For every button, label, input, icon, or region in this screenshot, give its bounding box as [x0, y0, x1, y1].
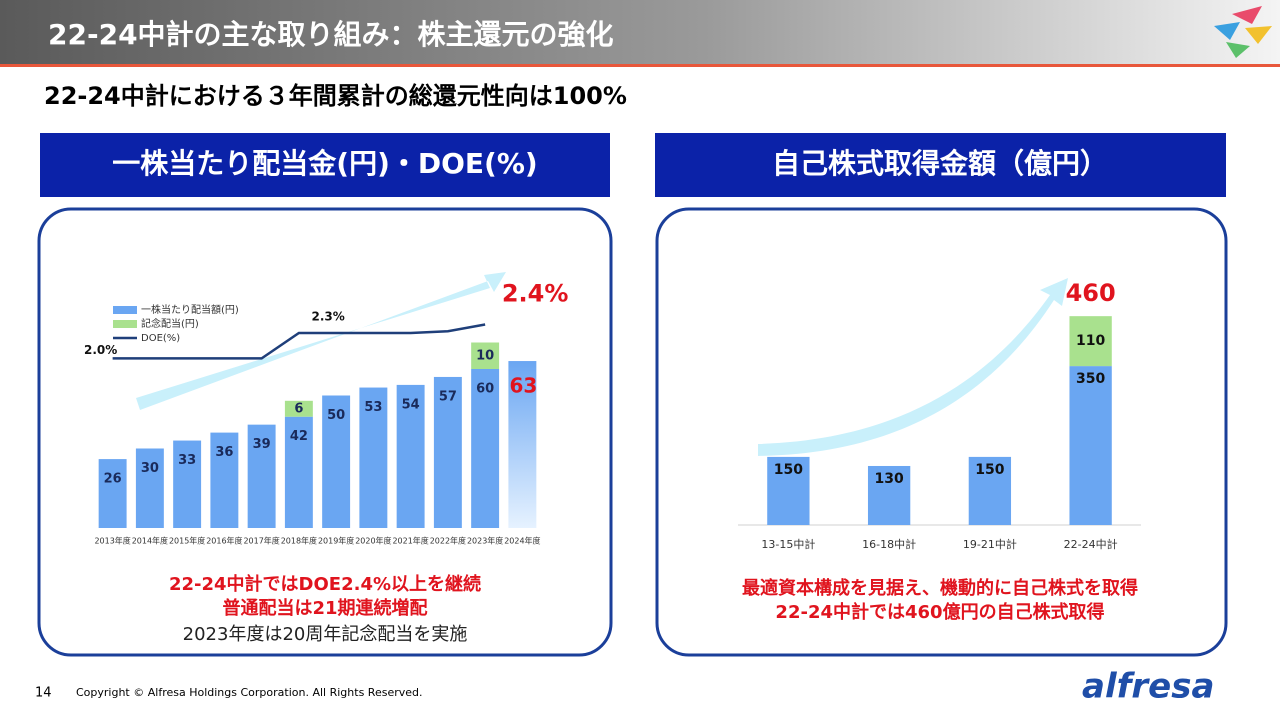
corner-logo: [1214, 6, 1272, 58]
line-label: 2.4%: [502, 279, 569, 307]
line-label: 2.3%: [311, 309, 344, 323]
header-bar: [0, 0, 1280, 64]
value-label: 33: [178, 453, 196, 468]
copyright: Copyright © Alfresa Holdings Corporation…: [76, 686, 422, 699]
bar: [508, 361, 537, 528]
panel-heading-box: [655, 133, 1226, 197]
x-tick-label: 2024年度: [504, 536, 540, 546]
x-tick-label: 22-24中計: [1064, 537, 1118, 551]
bar: [284, 400, 313, 417]
x-tick-label: 2018年度: [281, 536, 317, 546]
value-label: 130: [875, 471, 904, 487]
value-label: 30: [141, 461, 159, 476]
bar: [98, 459, 127, 528]
value-label: 6: [294, 401, 303, 416]
title: 22-24中計の主な取り組み：株主還元の強化: [48, 18, 614, 51]
value-label: 10: [476, 348, 494, 363]
x-tick-label: 13-15中計: [761, 537, 815, 551]
value-label: 350: [1076, 371, 1105, 387]
note: 22-24中計では460億円の自己株式取得: [775, 601, 1104, 623]
value-label: 150: [975, 462, 1004, 478]
value-label: 63: [509, 374, 537, 398]
value-label: 39: [253, 437, 271, 452]
panel-heading: 自己株式取得金額（億円）: [772, 147, 1108, 180]
bar: [433, 376, 462, 528]
logo: alfresa: [1082, 667, 1214, 707]
x-tick-label: 2023年度: [467, 536, 503, 546]
legend-swatch: [113, 320, 137, 328]
x-tick-label: 2021年度: [392, 536, 428, 546]
note: 最適資本構成を見据え、機動的に自己株式を取得: [742, 577, 1138, 599]
bar: [247, 424, 276, 528]
panel-heading: 一株当たり配当金(円)・DOE(%): [112, 147, 537, 180]
value-label: 110: [1076, 333, 1105, 349]
x-tick-label: 2020年度: [355, 536, 391, 546]
arrow: [136, 272, 506, 410]
x-tick-label: 2013年度: [94, 536, 130, 546]
bar: [359, 387, 388, 528]
bar: [322, 395, 351, 528]
arrow: [758, 278, 1068, 456]
value-label: 36: [215, 445, 233, 460]
bar: [135, 448, 164, 528]
x-tick-label: 19-21中計: [963, 537, 1017, 551]
x-tick-label: 2022年度: [430, 536, 466, 546]
bar: [968, 456, 1012, 525]
x-tick-label: 2014年度: [132, 536, 168, 546]
line-label: 2.0%: [84, 343, 117, 357]
header-rule: [0, 64, 1280, 67]
value-label: 50: [327, 408, 345, 423]
legend-label: DOE(%): [141, 333, 180, 344]
total-label: 460: [1066, 279, 1116, 307]
x-tick-label: 2016年度: [206, 536, 242, 546]
x-tick-label: 2017年度: [243, 536, 279, 546]
x-tick-label: 16-18中計: [862, 537, 916, 551]
value-label: 53: [364, 400, 382, 415]
value-label: 54: [402, 397, 420, 412]
subtitle: 22-24中計における３年間累計の総還元性向は100%: [44, 82, 627, 110]
bar: [210, 432, 239, 528]
legend-label: 一株当たり配当額(円): [141, 303, 239, 316]
bar: [471, 369, 500, 528]
bar: [1069, 316, 1112, 367]
line: [112, 323, 486, 360]
legend-label: 記念配当(円): [141, 317, 199, 330]
x-tick-label: 2019年度: [318, 536, 354, 546]
legend-swatch: [113, 306, 137, 314]
value-label: 60: [476, 382, 494, 397]
bar: [867, 465, 911, 525]
value-label: 26: [104, 472, 122, 487]
x-tick-label: 2015年度: [169, 536, 205, 546]
bar: [767, 456, 810, 525]
note: 普通配当は21期連続増配: [222, 597, 427, 619]
bar: [396, 384, 425, 528]
note: 22-24中計ではDOE2.4%以上を継続: [169, 573, 481, 595]
note: 2023年度は20周年記念配当を実施: [183, 623, 468, 645]
value-label: 57: [439, 389, 457, 404]
value-label: 42: [290, 429, 308, 444]
page-number: 14: [35, 686, 52, 701]
bar: [173, 440, 202, 528]
panel-heading-box: [40, 133, 610, 197]
bar: [284, 416, 313, 528]
bar: [1069, 366, 1112, 525]
value-label: 150: [774, 462, 803, 478]
bar: [471, 342, 500, 369]
